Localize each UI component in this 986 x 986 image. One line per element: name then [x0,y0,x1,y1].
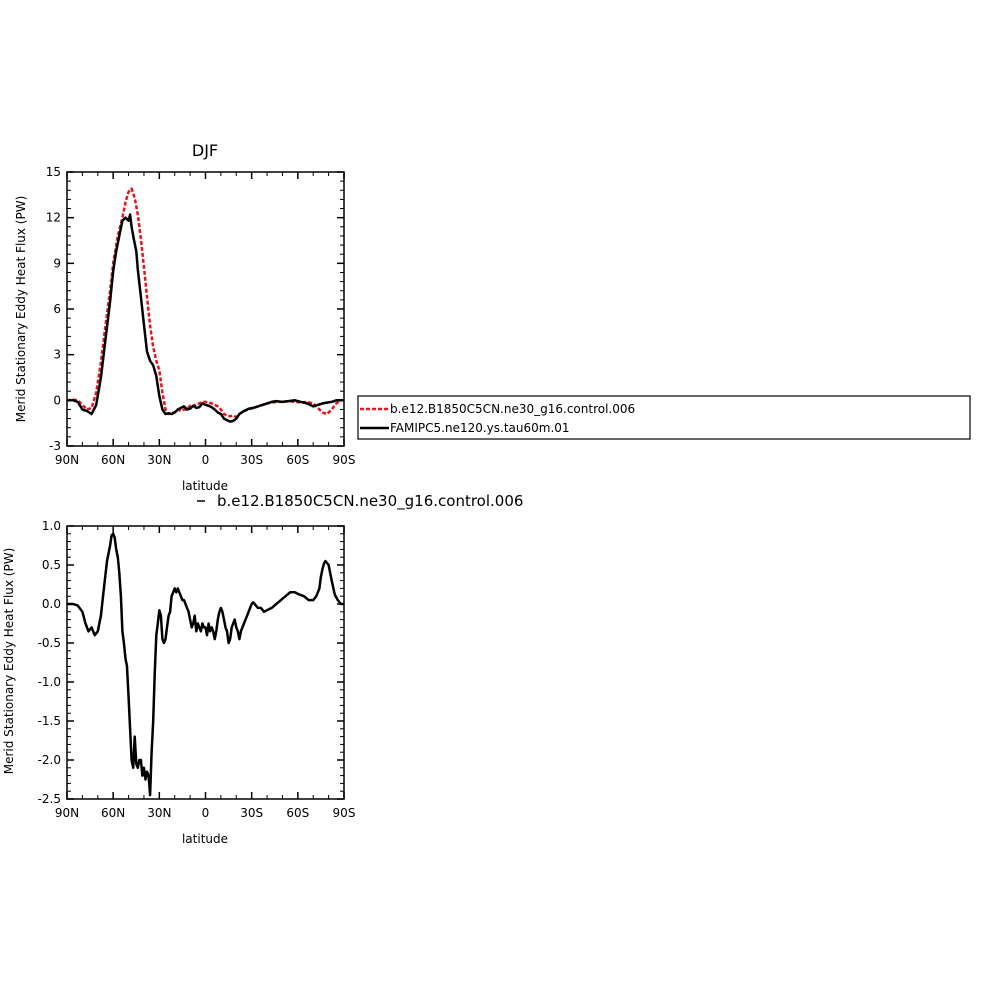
top-panel: DJF 90N 60N 30N 0 30S 60S 90S -3 0 3 6 9 12 15 latitu… [14,141,355,493]
bottom-plot-x-tick-label: 0 [202,806,210,820]
top-plot-x-tick-label: 60S [286,453,309,467]
top-x-axis-label: latitude [182,479,228,493]
bottom-x-axis-label: latitude [182,832,228,846]
bottom-plot-y-tick-label: -0.5 [38,636,61,650]
bottom-plot-x-tick-label: 60N [101,806,125,820]
top-plot-x-tick-label: 90S [333,453,356,467]
bottom-plot-x-tick-label: 30S [240,806,263,820]
bottom-plot-y-tick-label: -2.0 [38,753,61,767]
bottom-plot-frame [66,525,345,800]
bottom-plot-x-tick-label: 90N [55,806,79,820]
top-chart-title: DJF [192,141,218,160]
legend-box [357,395,971,440]
legend: b.e12.B1850C5CN.ne30_g16.control.006 FAM… [357,395,971,440]
bottom-plot-x-tick-label: 90S [333,806,356,820]
top-y-axis-label: Merid Stationary Eddy Heat Flux (PW) [14,196,28,423]
bottom-y-axis-label: Merid Stationary Eddy Heat Flux (PW) [2,548,16,775]
top-plot-x-tick-label: 0 [202,453,210,467]
top-plot-y-tick-label: 6 [53,302,61,316]
bottom-chart-title: b.e12.B1850C5CN.ne30_g16.control.006 [217,492,523,511]
top-plot-y-tick-label: 9 [53,256,61,270]
bottom-plot-y-tick-label: -1.5 [38,714,61,728]
bottom-plot-y-tick-label: -1.0 [38,675,61,689]
bottom-plot-y-tick-label: 0.0 [42,597,61,611]
top-plot-x-tick-label: 60N [101,453,125,467]
legend-entry-series-1: b.e12.B1850C5CN.ne30_g16.control.006 [390,402,635,416]
top-plot-y-tick-label: 15 [46,165,61,179]
top-plot-x-tick-label: 30S [240,453,263,467]
top-plot-y-tick-label: 0 [53,393,61,407]
bottom-plot-y-tick-label: -2.5 [38,792,61,806]
top-plot-y-tick-label: -3 [49,439,61,453]
legend-entry-series-2: FAMIPC5.ne120.ys.tau60m.01 [390,421,570,435]
top-plot-x-tick-label: 30N [147,453,171,467]
bottom-plot-series-line-1 [67,532,344,797]
top-plot-y-tick-label: 12 [46,211,61,225]
bottom-plot-area: 90N 60N 30N 0 30S 60S 90S -2.5 -2.0 -1.5 -1.0 -0.5 0… [38,519,356,820]
bottom-panel: b.e12.B1850C5CN.ne30_g16.control.006 90N… [2,492,523,846]
bottom-plot-y-tick-label: 0.5 [42,558,61,572]
bottom-plot-x-tick-label: 30N [147,806,171,820]
bottom-plot-y-tick-label: 1.0 [42,519,61,533]
top-plot-y-tick-label: 3 [53,348,61,362]
bottom-plot-x-tick-label: 60S [286,806,309,820]
top-plot-series-line-2 [67,213,344,423]
top-plot-area: 90N 60N 30N 0 30S 60S 90S -3 0 3 6 9 12 15 [46,165,356,467]
top-plot-series-line-1 [67,187,344,419]
top-plot-x-tick-label: 90N [55,453,79,467]
